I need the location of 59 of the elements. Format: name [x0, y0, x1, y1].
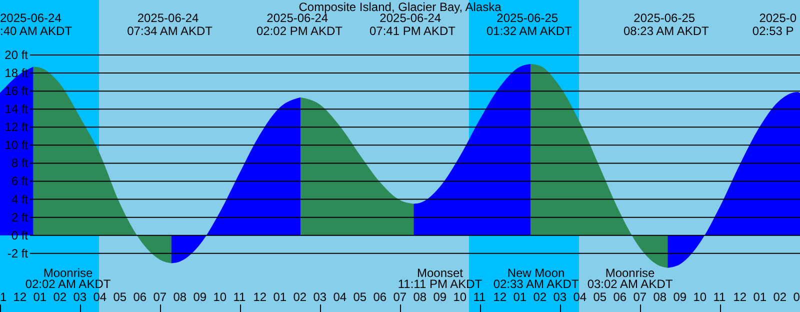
x-tick-label: 07 — [633, 290, 647, 304]
x-tick-label: 03 — [553, 290, 567, 304]
x-tick-label: 04 — [333, 290, 347, 304]
x-tick-label: 08 — [653, 290, 667, 304]
x-tick-label: 12 — [733, 290, 747, 304]
x-tick-label: 09 — [673, 290, 687, 304]
x-tick-label: 02 — [53, 290, 67, 304]
y-tick-label: -2 ft — [7, 246, 29, 260]
annotation: 2025-06-24 07:34 AM AKDT — [127, 11, 214, 38]
x-tick-label: 02 — [293, 290, 307, 304]
x-tick-label: 0 — [793, 290, 800, 304]
x-tick-label: 01 — [513, 290, 527, 304]
x-tick-label: 09 — [193, 290, 207, 304]
x-tick-label: 11 — [713, 290, 726, 304]
x-tick-label: 01 — [753, 290, 767, 304]
x-tick-label: 08 — [173, 290, 187, 304]
annotation: 2025-06-24 :40 AM AKDT — [0, 11, 73, 38]
annotation: New Moon 02:33 AM AKDT — [493, 266, 580, 291]
x-tick-label: 09 — [433, 290, 447, 304]
x-tick-label: 01 — [273, 290, 287, 304]
y-tick-label: 16 ft — [4, 84, 29, 98]
x-tick-label: 10 — [693, 290, 707, 304]
y-tick-label: 4 ft — [11, 192, 29, 206]
annotation: 2025-06-25 08:23 AM AKDT — [623, 11, 710, 38]
annotation: Moonrise 03:02 AM AKDT — [587, 266, 674, 291]
x-tick-label: 02 — [773, 290, 787, 304]
y-tick-label: 10 ft — [4, 138, 29, 152]
y-tick-label: 12 ft — [4, 120, 29, 134]
y-tick-label: 18 ft — [4, 66, 29, 80]
x-tick-label: 05 — [113, 290, 127, 304]
x-tick-label: 02 — [533, 290, 547, 304]
x-tick-label: 07 — [393, 290, 407, 304]
x-tick-label: 01 — [33, 290, 47, 304]
y-tick-label: 20 ft — [4, 48, 29, 62]
x-tick-label: 05 — [593, 290, 607, 304]
x-tick-label: 10 — [213, 290, 227, 304]
y-tick-label: 8 ft — [11, 156, 29, 170]
x-tick-label: 12 — [13, 290, 27, 304]
annotation: 2025-0 02:53 P — [752, 11, 797, 38]
x-tick-label: 06 — [373, 290, 387, 304]
x-tick-label: 1 — [0, 290, 7, 304]
y-tick-label: 6 ft — [11, 174, 29, 188]
x-tick-label: 12 — [493, 290, 507, 304]
chart-title: Composite Island, Glacier Bay, Alaska — [298, 0, 502, 14]
y-tick-label: 2 ft — [11, 210, 29, 224]
x-tick-label: 06 — [613, 290, 627, 304]
y-tick-label: 14 ft — [4, 102, 29, 116]
x-tick-label: 11 — [233, 290, 246, 304]
x-tick-label: 03 — [313, 290, 327, 304]
x-tick-label: 06 — [133, 290, 147, 304]
x-tick-label: 08 — [413, 290, 427, 304]
x-tick-label: 05 — [353, 290, 367, 304]
x-tick-label: 03 — [73, 290, 87, 304]
x-tick-label: 12 — [253, 290, 267, 304]
x-tick-label: 07 — [153, 290, 167, 304]
x-tick-label: 11 — [473, 290, 486, 304]
x-tick-label: 10 — [453, 290, 467, 304]
annotation: 2025-06-25 01:32 AM AKDT — [486, 11, 573, 38]
annotation: Moonrise 02:02 AM AKDT — [25, 266, 112, 291]
